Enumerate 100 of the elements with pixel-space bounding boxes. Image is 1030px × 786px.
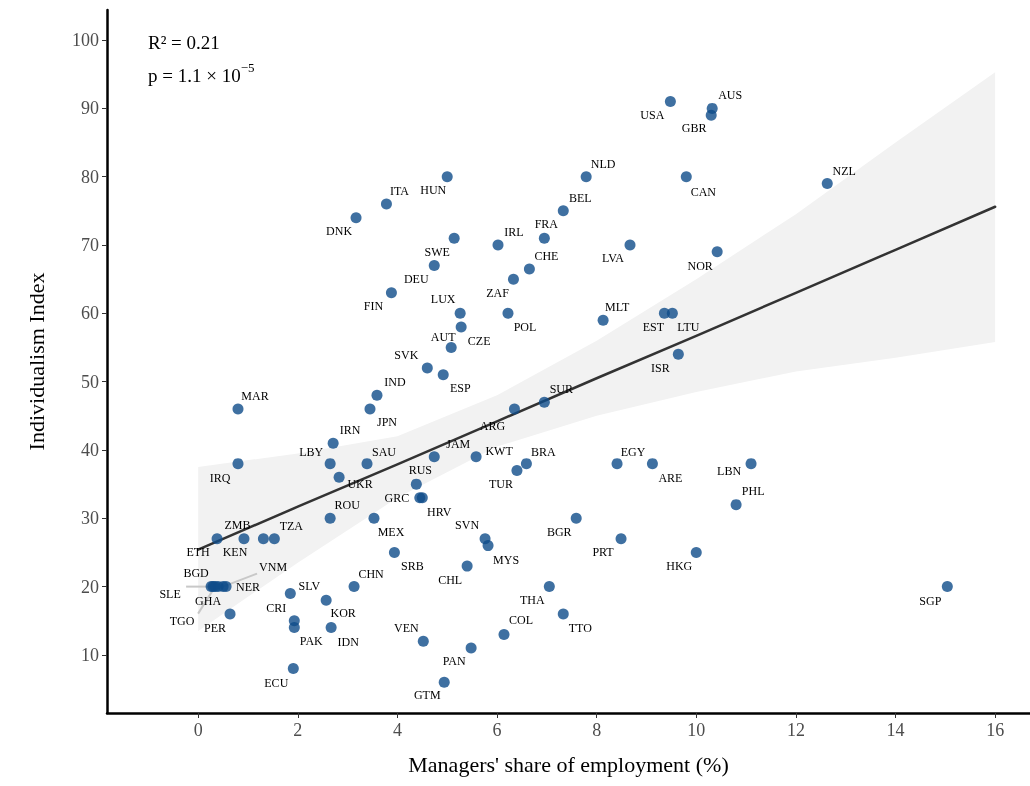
x-tick-label: 16 bbox=[986, 720, 1005, 740]
annotation: CAN bbox=[690, 184, 717, 199]
annotation: ESP bbox=[449, 380, 471, 395]
annotation: PER bbox=[204, 620, 227, 635]
annotation: BRA bbox=[531, 444, 557, 459]
annotation: NOR bbox=[687, 258, 713, 273]
annotation: ZMB bbox=[224, 517, 251, 532]
annotation: DEU bbox=[403, 271, 429, 286]
y-tick-label: 10 bbox=[81, 644, 99, 665]
x-tick-label: 10 bbox=[687, 720, 706, 740]
x-tick-label: 12 bbox=[786, 720, 805, 740]
annotation: KEN bbox=[222, 544, 248, 559]
y-tick-label: 100 bbox=[72, 30, 99, 51]
annotation: LTU bbox=[677, 320, 700, 335]
annotation: THA bbox=[519, 592, 545, 607]
annotation: ISR bbox=[650, 361, 670, 376]
annotation: GBR bbox=[681, 121, 707, 136]
annotation: MYS bbox=[493, 552, 520, 567]
annotation: SWE bbox=[424, 245, 450, 260]
y-tick-label: 30 bbox=[81, 508, 99, 529]
annotation: IRN bbox=[339, 423, 361, 438]
annotation: TZA bbox=[279, 518, 304, 533]
y-axis-title: Individualism Index bbox=[23, 272, 49, 451]
annotation: AUS bbox=[718, 88, 743, 103]
annotation: PAN bbox=[442, 654, 466, 669]
annotation: GRC bbox=[384, 490, 410, 505]
annotation: LVA bbox=[602, 251, 625, 266]
x-axis-title: Managers' share of employment (%) bbox=[408, 751, 729, 777]
annotation: MEX bbox=[377, 525, 405, 540]
annotation: PHL bbox=[741, 483, 765, 498]
annotation: CHN bbox=[358, 566, 385, 581]
x-tick-label: 6 bbox=[492, 720, 502, 740]
annotation: POL bbox=[513, 320, 537, 335]
annotation: BGD bbox=[183, 565, 210, 580]
x-tick-label: 0 bbox=[193, 720, 203, 740]
annotation: PAK bbox=[299, 633, 324, 648]
annotation: ARE bbox=[658, 470, 683, 485]
y-tick-label: 50 bbox=[81, 371, 99, 392]
annotation: R² = 0.21 bbox=[148, 31, 220, 53]
annotation: DNK bbox=[326, 223, 353, 238]
annotation: TGO bbox=[169, 613, 195, 628]
annotation: BEL bbox=[568, 190, 592, 205]
x-tick-label: 14 bbox=[886, 720, 905, 740]
annotation: EST bbox=[642, 320, 665, 335]
annotation: RUS bbox=[408, 463, 432, 478]
x-tick-label: 2 bbox=[293, 720, 303, 740]
annotation: NZL bbox=[832, 163, 856, 178]
annotation: KOR bbox=[330, 606, 356, 621]
annotation: SVN bbox=[455, 517, 480, 532]
annotation: BGR bbox=[546, 525, 572, 540]
annotation: ROU bbox=[334, 498, 361, 513]
x-tick-label: 4 bbox=[392, 720, 402, 740]
annotation: GTM bbox=[413, 688, 441, 703]
annotation: LBN bbox=[717, 463, 742, 478]
annotation: FIN bbox=[363, 298, 384, 313]
annotation: VNM bbox=[259, 559, 288, 574]
annotation: CRI bbox=[266, 600, 287, 615]
y-tick-label: 70 bbox=[81, 235, 99, 256]
annotation: CHE bbox=[534, 248, 559, 263]
annotation: UKR bbox=[347, 477, 373, 492]
x-tick-label: 8 bbox=[592, 720, 602, 740]
annotation: TTO bbox=[568, 620, 593, 635]
annotation: SRB bbox=[401, 559, 424, 574]
annotation: ZAF bbox=[486, 286, 510, 301]
annotation: IND bbox=[384, 375, 406, 390]
annotation: IRQ bbox=[209, 470, 231, 485]
annotation: SGP bbox=[919, 593, 942, 608]
annotation: SUR bbox=[549, 382, 574, 397]
annotation: CZE bbox=[467, 334, 491, 348]
annotation: KWT bbox=[485, 443, 514, 458]
y-tick-label: 80 bbox=[81, 166, 99, 187]
annotation: IRL bbox=[504, 225, 524, 240]
annotation: CHL bbox=[438, 573, 463, 588]
annotation: HRV bbox=[427, 504, 452, 519]
annotation: NER bbox=[236, 579, 261, 594]
annotation: PRT bbox=[592, 544, 615, 559]
annotation: HKG bbox=[666, 559, 693, 574]
annotation: GHA bbox=[195, 593, 222, 608]
annotation: ITA bbox=[389, 184, 410, 199]
annotation: HUN bbox=[420, 182, 447, 197]
annotation: MLT bbox=[605, 300, 630, 315]
annotation: FRA bbox=[534, 217, 559, 232]
annotation: COL bbox=[508, 613, 533, 628]
annotation: ETH bbox=[186, 544, 211, 559]
annotation: SLV bbox=[298, 579, 321, 594]
y-tick-label: 90 bbox=[81, 98, 99, 119]
annotation: SAU bbox=[372, 444, 397, 459]
annotation: LBY bbox=[299, 444, 324, 459]
y-tick-label: 40 bbox=[81, 439, 99, 460]
annotation: JPN bbox=[376, 414, 398, 429]
annotation: ECU bbox=[264, 675, 289, 690]
annotation: IDN bbox=[337, 634, 360, 649]
annotation: SLE bbox=[159, 586, 181, 601]
annotation: JAM bbox=[446, 436, 471, 451]
annotation: EGY bbox=[620, 444, 646, 459]
annotation: MAR bbox=[241, 388, 269, 403]
annotation: SVK bbox=[394, 347, 419, 362]
annotation: USA bbox=[640, 107, 665, 122]
annotation: AUT bbox=[430, 330, 457, 345]
y-tick-label: 20 bbox=[81, 576, 99, 597]
